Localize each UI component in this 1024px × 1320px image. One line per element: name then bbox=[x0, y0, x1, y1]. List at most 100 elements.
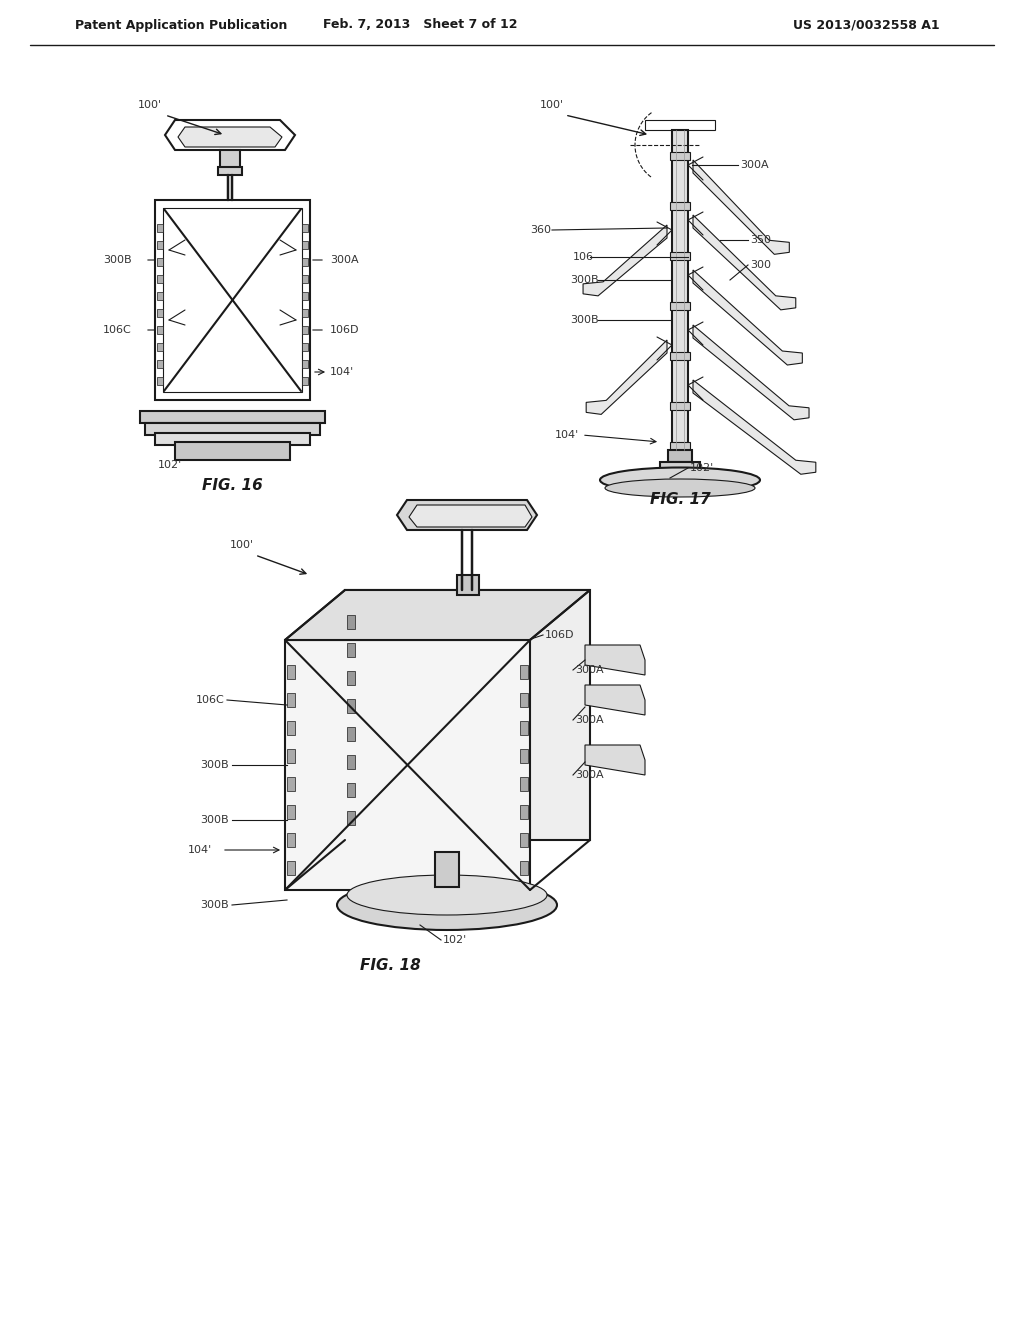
Bar bbox=[347, 671, 355, 685]
Bar bbox=[302, 378, 308, 385]
Text: 360: 360 bbox=[530, 224, 551, 235]
Text: 100': 100' bbox=[138, 100, 162, 110]
Bar bbox=[157, 360, 163, 368]
Bar bbox=[520, 693, 528, 708]
Polygon shape bbox=[693, 325, 809, 420]
Polygon shape bbox=[285, 590, 590, 640]
Text: 104': 104' bbox=[188, 845, 212, 855]
Bar bbox=[140, 411, 325, 422]
Bar bbox=[287, 721, 295, 735]
Bar bbox=[347, 700, 355, 713]
Ellipse shape bbox=[605, 479, 755, 498]
Polygon shape bbox=[585, 685, 645, 715]
Bar bbox=[302, 292, 308, 300]
Polygon shape bbox=[285, 640, 530, 890]
Bar bbox=[347, 615, 355, 630]
Polygon shape bbox=[586, 341, 667, 414]
Polygon shape bbox=[178, 127, 282, 147]
Text: 300A: 300A bbox=[330, 255, 358, 265]
Bar bbox=[668, 450, 692, 462]
Text: 102': 102' bbox=[158, 459, 182, 470]
Text: 106D: 106D bbox=[330, 325, 359, 335]
Text: US 2013/0032558 A1: US 2013/0032558 A1 bbox=[794, 18, 940, 32]
Bar bbox=[163, 209, 302, 392]
Bar bbox=[157, 275, 163, 282]
Bar bbox=[347, 643, 355, 657]
Ellipse shape bbox=[347, 875, 547, 915]
Text: 100': 100' bbox=[230, 540, 254, 550]
Bar bbox=[520, 777, 528, 791]
Bar bbox=[670, 152, 690, 160]
Bar bbox=[660, 462, 700, 474]
Bar bbox=[670, 202, 690, 210]
Text: 102': 102' bbox=[690, 463, 715, 473]
Polygon shape bbox=[693, 380, 816, 474]
Bar bbox=[520, 748, 528, 763]
Polygon shape bbox=[397, 500, 537, 531]
Text: 104': 104' bbox=[555, 430, 580, 440]
Bar bbox=[347, 810, 355, 825]
Bar bbox=[145, 422, 319, 436]
Bar bbox=[157, 242, 163, 249]
Bar bbox=[520, 833, 528, 847]
Polygon shape bbox=[345, 590, 590, 840]
Bar bbox=[287, 833, 295, 847]
Bar bbox=[670, 352, 690, 360]
Bar bbox=[155, 201, 310, 400]
Text: 106C: 106C bbox=[196, 696, 224, 705]
Bar bbox=[435, 851, 459, 887]
Text: 300A: 300A bbox=[575, 665, 603, 675]
Bar bbox=[670, 252, 690, 260]
Text: 106: 106 bbox=[573, 252, 594, 261]
Text: 350: 350 bbox=[750, 235, 771, 246]
Bar bbox=[520, 861, 528, 875]
Bar bbox=[287, 805, 295, 818]
Bar bbox=[520, 665, 528, 678]
Text: 300A: 300A bbox=[575, 715, 603, 725]
Bar bbox=[302, 275, 308, 282]
Bar bbox=[157, 378, 163, 385]
Bar bbox=[157, 257, 163, 267]
Bar bbox=[302, 309, 308, 317]
Bar bbox=[347, 727, 355, 741]
Text: 300: 300 bbox=[750, 260, 771, 271]
Text: 300B: 300B bbox=[200, 760, 228, 770]
Polygon shape bbox=[693, 160, 790, 255]
Text: 106D: 106D bbox=[545, 630, 574, 640]
Text: Patent Application Publication: Patent Application Publication bbox=[75, 18, 288, 32]
Text: 300A: 300A bbox=[575, 770, 603, 780]
Text: FIG. 17: FIG. 17 bbox=[649, 492, 711, 507]
Polygon shape bbox=[693, 271, 803, 366]
Text: Feb. 7, 2013   Sheet 7 of 12: Feb. 7, 2013 Sheet 7 of 12 bbox=[323, 18, 517, 32]
Ellipse shape bbox=[337, 880, 557, 931]
Bar bbox=[157, 326, 163, 334]
Bar bbox=[287, 693, 295, 708]
Polygon shape bbox=[165, 120, 295, 150]
Text: 106C: 106C bbox=[103, 325, 132, 335]
Bar bbox=[287, 861, 295, 875]
Bar bbox=[155, 433, 310, 445]
Bar bbox=[175, 442, 290, 459]
Bar bbox=[218, 168, 242, 176]
Polygon shape bbox=[693, 215, 796, 310]
Bar bbox=[672, 129, 688, 450]
Text: 300B: 300B bbox=[570, 315, 599, 325]
Bar bbox=[520, 721, 528, 735]
Bar bbox=[645, 120, 715, 129]
Text: 300A: 300A bbox=[740, 160, 769, 170]
Ellipse shape bbox=[600, 467, 760, 492]
Bar bbox=[670, 302, 690, 310]
Text: 100': 100' bbox=[540, 100, 564, 110]
Bar bbox=[670, 442, 690, 450]
Bar bbox=[302, 257, 308, 267]
Bar bbox=[157, 343, 163, 351]
Text: 300B: 300B bbox=[570, 275, 599, 285]
Bar bbox=[157, 309, 163, 317]
Text: FIG. 18: FIG. 18 bbox=[359, 957, 421, 973]
Polygon shape bbox=[585, 645, 645, 675]
Bar bbox=[520, 805, 528, 818]
Bar bbox=[457, 576, 479, 595]
Text: 300B: 300B bbox=[200, 900, 228, 909]
Polygon shape bbox=[585, 744, 645, 775]
Bar bbox=[287, 665, 295, 678]
